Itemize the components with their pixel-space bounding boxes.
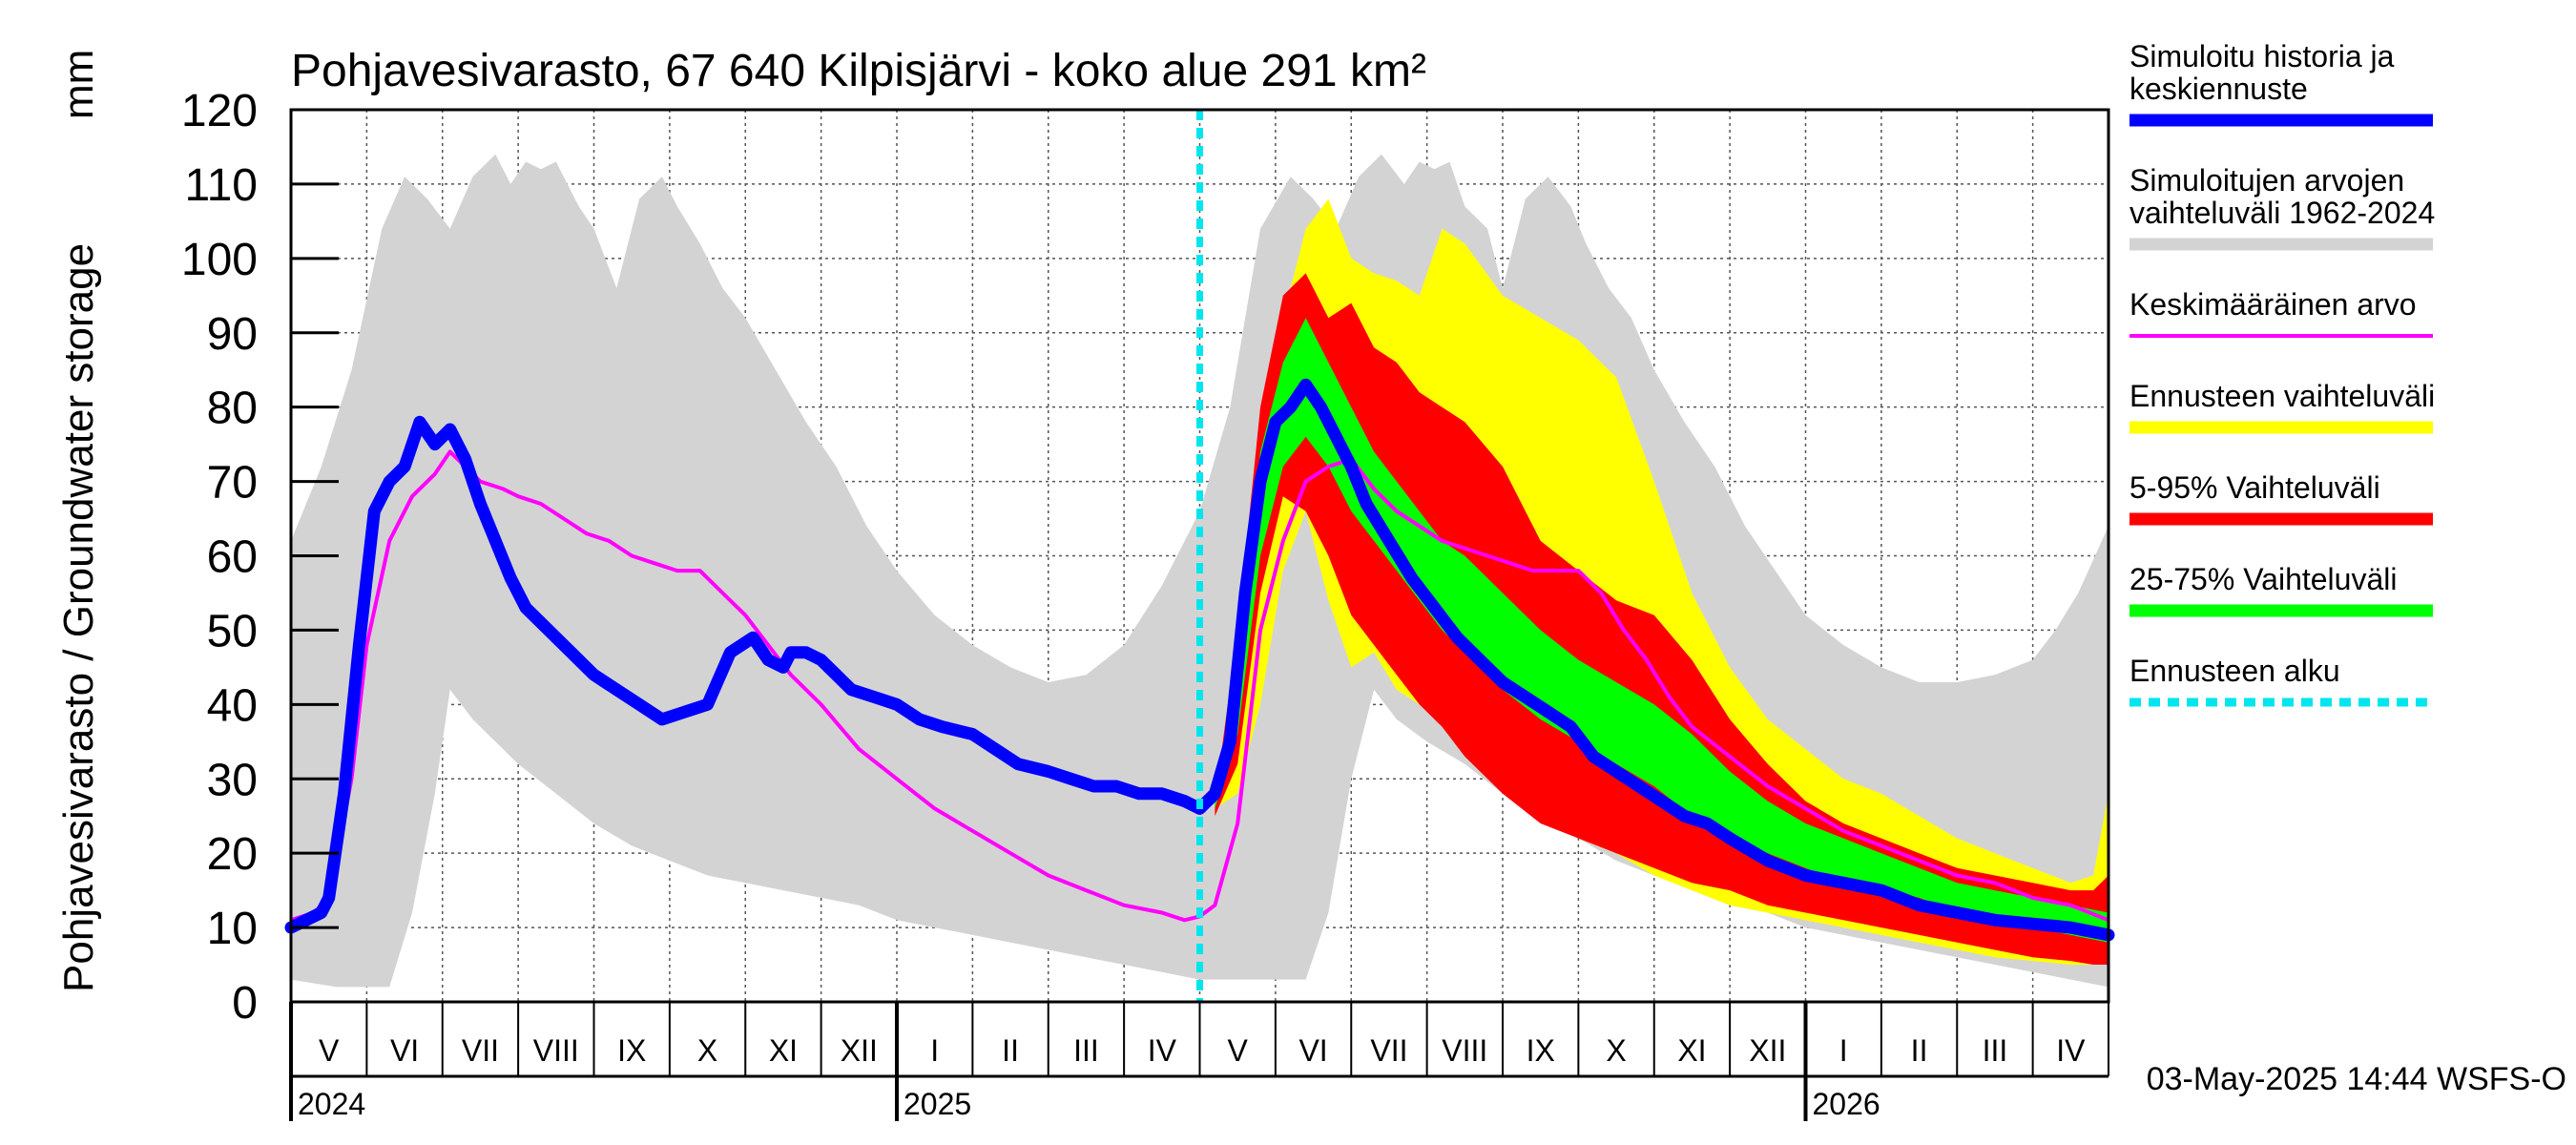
chart-title: Pohjavesivarasto, 67 640 Kilpisjärvi - k…: [291, 46, 1426, 96]
y-tick-label: 110: [184, 160, 258, 211]
y-tick-label: 80: [207, 384, 258, 434]
legend-label: Ennusteen alku: [2129, 654, 2340, 688]
month-label: IV: [1148, 1033, 1177, 1068]
month-label: III: [1073, 1033, 1099, 1068]
y-tick-label: 120: [181, 86, 258, 136]
month-label: I: [930, 1033, 939, 1068]
timestamp: 03-May-2025 14:44 WSFS-O: [2147, 1061, 2566, 1097]
simulated-line: [284, 378, 2115, 942]
y-tick-label: 30: [207, 755, 258, 805]
y-tick-label: 40: [207, 680, 258, 731]
month-label: IX: [1527, 1033, 1555, 1068]
legend-label: Simuloitujen arvojen: [2129, 163, 2404, 198]
y-axis-ticks: 0 10 20 30 40 50 60 70 80 90 100 110 120: [181, 86, 339, 1029]
month-label: XII: [841, 1033, 878, 1068]
legend-label: Keskimääräinen arvo: [2129, 287, 2417, 322]
legend-label: keskiennuste: [2129, 72, 2308, 106]
month-label: VI: [390, 1033, 419, 1068]
year-label: 2025: [904, 1087, 971, 1121]
month-label: X: [1606, 1033, 1626, 1068]
month-label: VII: [462, 1033, 499, 1068]
month-label: VI: [1298, 1033, 1327, 1068]
month-label: V: [319, 1033, 340, 1068]
month-label: VIII: [1442, 1033, 1487, 1068]
month-label: VII: [1370, 1033, 1407, 1068]
month-label: XI: [1677, 1033, 1706, 1068]
y-tick-label: 50: [207, 606, 258, 656]
y-tick-label: 90: [207, 309, 258, 360]
y-axis-unit: mm: [55, 50, 102, 119]
month-label: III: [1983, 1033, 2008, 1068]
legend-label: 5-95% Vaihteluväli: [2129, 470, 2380, 505]
legend-label: 25-75% Vaihteluväli: [2129, 562, 2397, 596]
month-label: IV: [2056, 1033, 2086, 1068]
forecast-range-band: [1215, 198, 2109, 965]
month-label: X: [697, 1033, 717, 1068]
y-tick-label: 0: [232, 978, 258, 1029]
month-label: XI: [769, 1033, 798, 1068]
y-tick-label: 70: [207, 458, 258, 509]
p5-95-band: [1215, 273, 2109, 965]
legend-label: vaihteluväli 1962-2024: [2129, 196, 2435, 230]
legend-label: Simuloitu historia ja: [2129, 39, 2395, 73]
month-label: XII: [1749, 1033, 1786, 1068]
month-label: II: [1911, 1033, 1928, 1068]
y-tick-label: 10: [207, 904, 258, 954]
y-tick-label: 20: [207, 829, 258, 880]
month-label: VIII: [533, 1033, 579, 1068]
year-label: 2026: [1813, 1087, 1880, 1121]
month-label: IX: [617, 1033, 646, 1068]
y-tick-label: 100: [181, 235, 258, 285]
month-label: I: [1839, 1033, 1848, 1068]
x-axis: V VI VII VIII IX X XI XII I II III IV V VI VII VIII IX X X…: [289, 1002, 2109, 1121]
y-axis-label: Pohjavesivarasto / Groundwater storage: [55, 243, 102, 992]
legend-label: Ennusteen vaihteluväli: [2129, 379, 2435, 413]
series-lines: [284, 378, 2115, 942]
year-label: 2024: [298, 1087, 365, 1121]
mean-line: [290, 449, 2109, 923]
y-tick-label: 60: [207, 532, 258, 583]
month-label: V: [1228, 1033, 1249, 1068]
month-label: II: [1002, 1033, 1019, 1068]
